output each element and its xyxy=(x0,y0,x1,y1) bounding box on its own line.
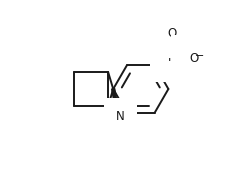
Text: N: N xyxy=(168,51,177,64)
Text: O: O xyxy=(167,27,176,40)
Text: −: − xyxy=(195,51,204,61)
Text: N: N xyxy=(116,110,125,123)
Text: O: O xyxy=(189,52,198,65)
Text: +: + xyxy=(173,49,181,59)
